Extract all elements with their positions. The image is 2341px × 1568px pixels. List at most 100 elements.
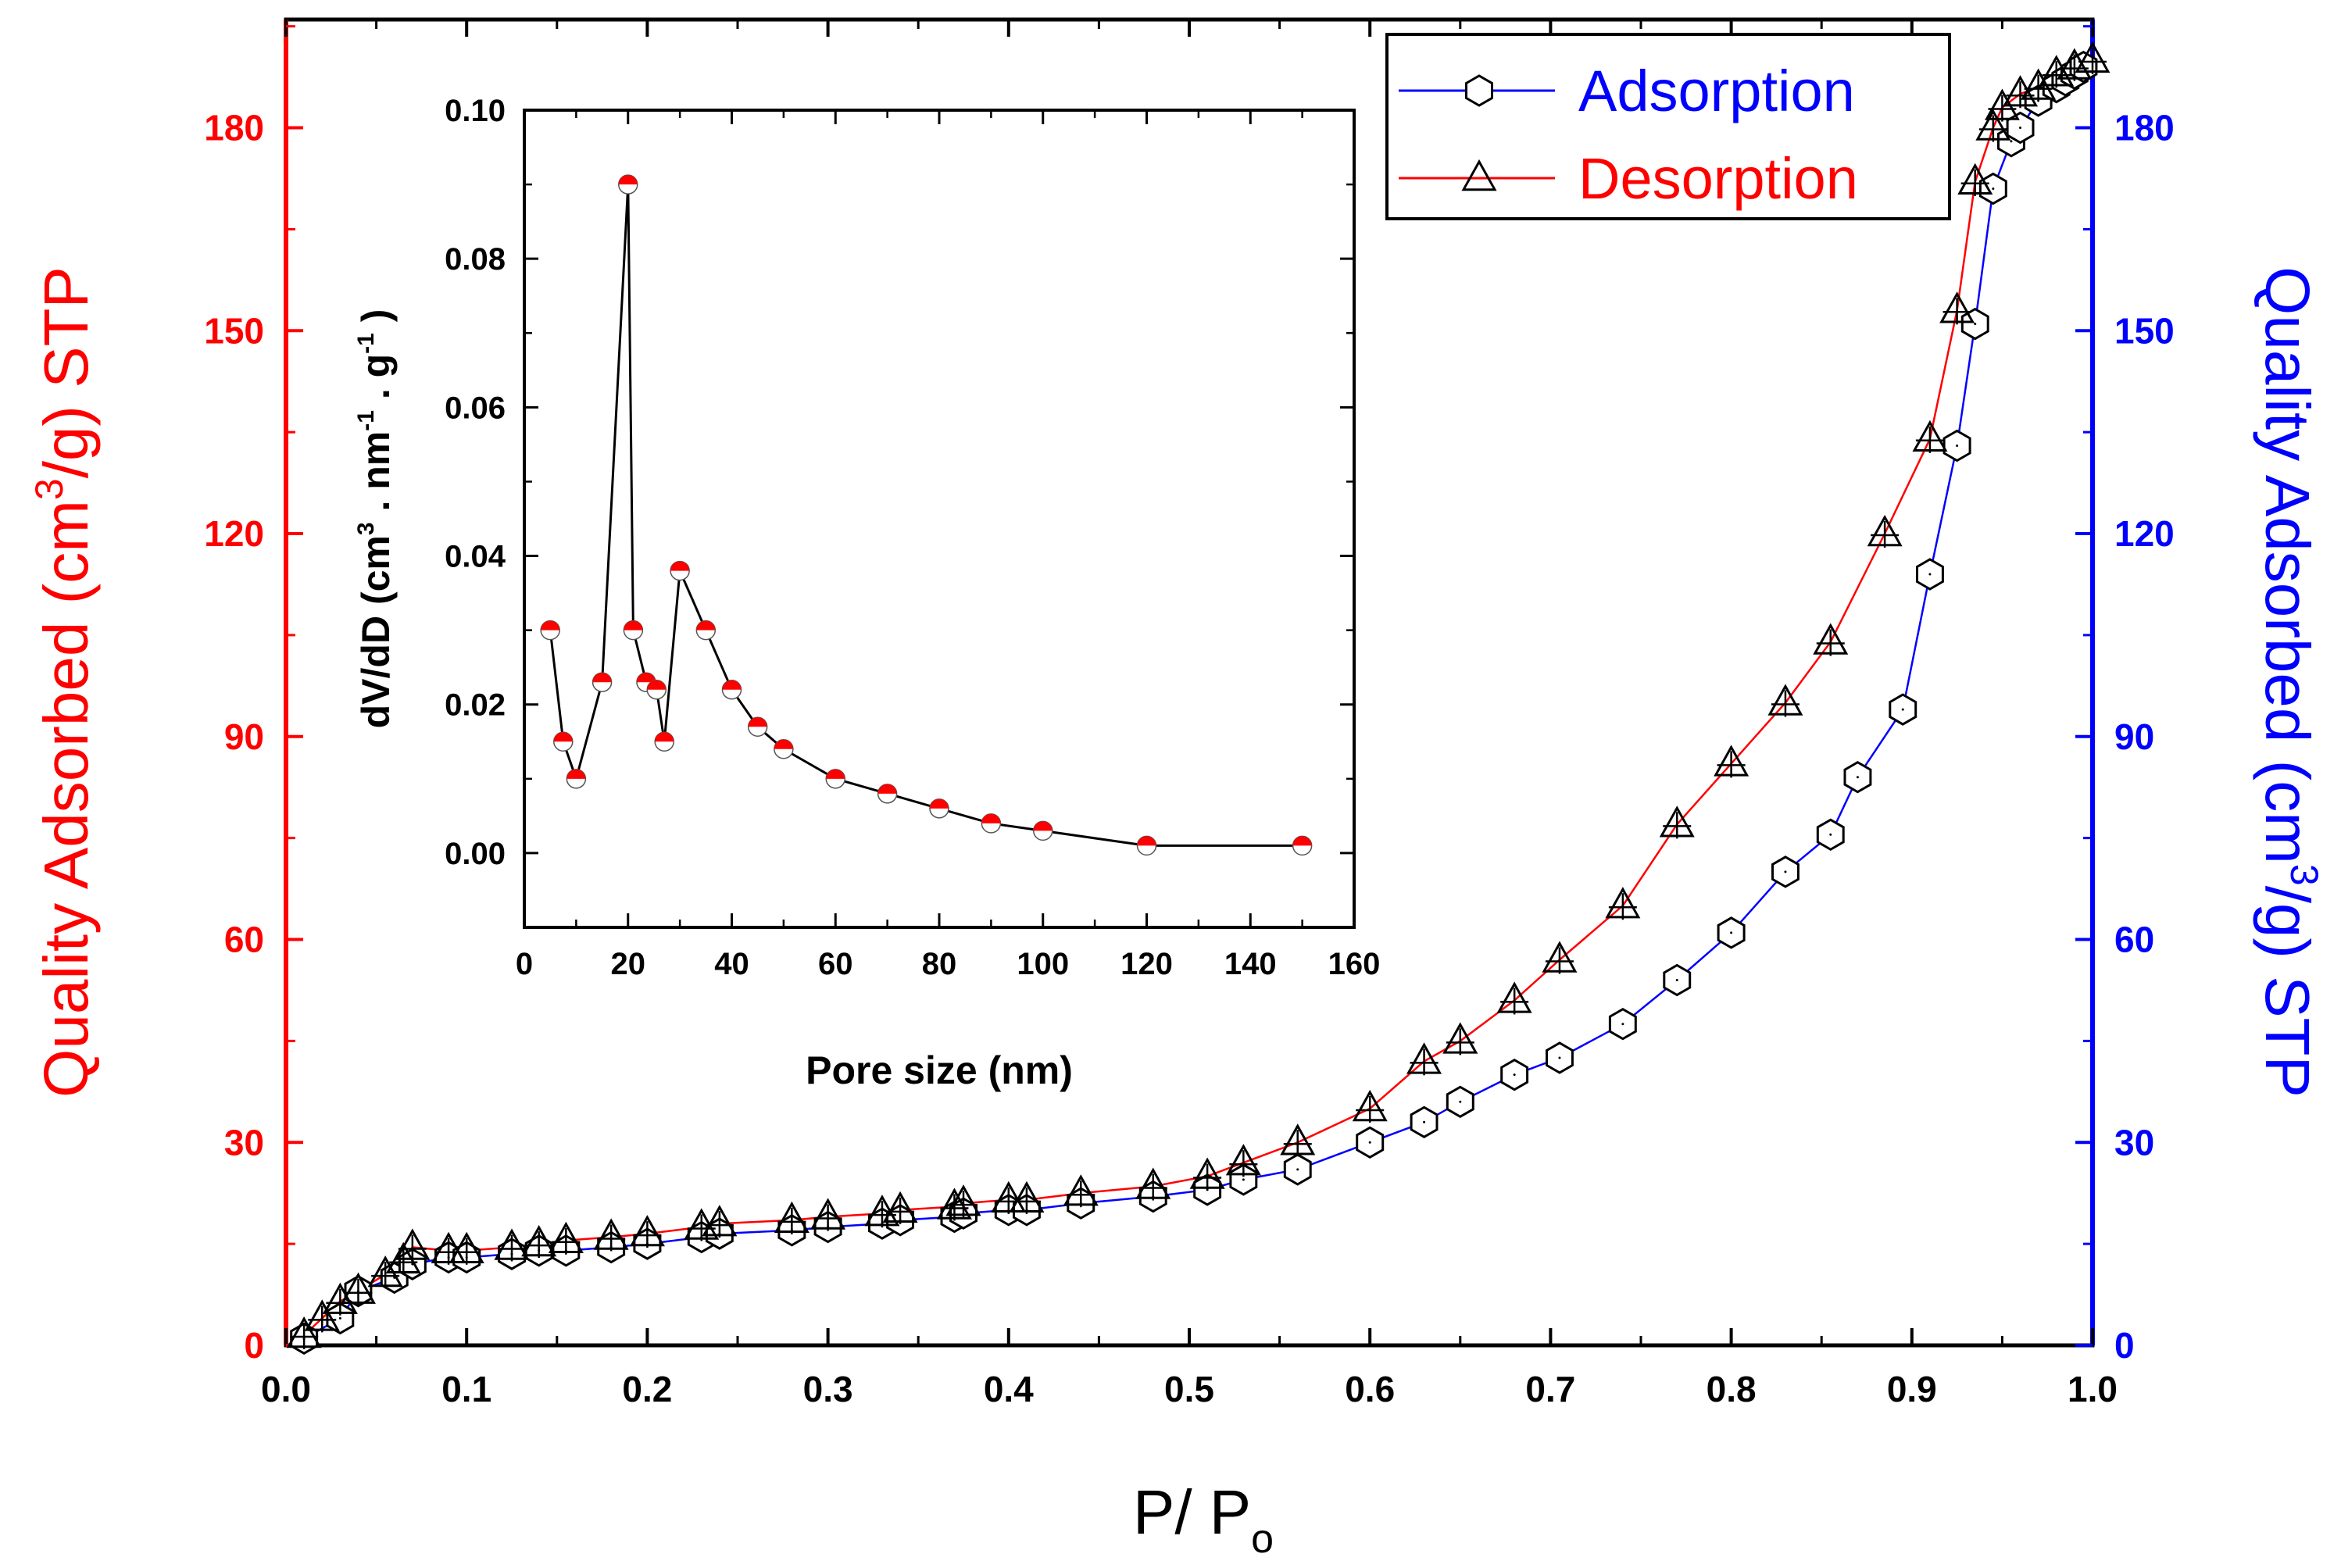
inset-point-fill (566, 769, 586, 779)
adsorption-point-dot (1675, 978, 1678, 981)
inset-x-tick-label: 120 (1120, 947, 1173, 981)
adsorption-point-dot (1423, 1120, 1426, 1123)
x-tick-label: 0.4 (984, 1369, 1034, 1409)
adsorption-point-dot (1296, 1168, 1299, 1171)
right-y-tick-label: 60 (2114, 920, 2154, 960)
right-y-tick-label: 30 (2114, 1122, 2154, 1163)
inset-point-fill (655, 732, 674, 742)
inset-point-fill (670, 561, 690, 571)
inset-point-fill (647, 680, 667, 690)
inset-point-fill (877, 784, 897, 794)
legend-box (1385, 33, 1951, 220)
adsorption-point-dot (1992, 187, 1995, 190)
x-tick-label: 0.5 (1164, 1369, 1214, 1409)
right-y-tick-label: 0 (2114, 1325, 2135, 1366)
adsorption-point-dot (1730, 931, 1733, 934)
inset-point-fill (981, 813, 1001, 823)
left-y-tick-label: 180 (204, 108, 264, 148)
adsorption-point-dot (1784, 870, 1787, 873)
inset-x-axis-title: Pore size (nm) (806, 1048, 1073, 1092)
inset-point-fill (930, 798, 949, 809)
right-y-tick-label: 150 (2114, 310, 2175, 351)
inset-point-fill (1137, 836, 1156, 846)
inset-x-tick-label: 160 (1328, 947, 1381, 981)
inset-ticks: 0 20 40 60 80 100 120 140 160 0.00 0.02 0.04 0.06 0.0… (445, 94, 1380, 981)
inset-point-fill (618, 175, 638, 185)
inset-y-tick-label: 0.02 (445, 688, 506, 723)
right-y-tick-label: 120 (2114, 513, 2175, 554)
x-tick-label: 0.9 (1887, 1369, 1937, 1409)
legend-desorption-marker (1461, 159, 1497, 191)
x-tick-label: 0.8 (1707, 1369, 1757, 1409)
right-y-axis-title: Quality Adsorbed (cm3/g) STP (2253, 266, 2326, 1098)
adsorption-point-dot (1242, 1178, 1245, 1181)
adsorption-point-dot (1368, 1141, 1371, 1144)
inset-point-fill (1292, 836, 1312, 846)
adsorption-point-dot (1829, 833, 1832, 836)
x-tick-label: 0.6 (1345, 1369, 1395, 1409)
left-y-tick-label: 60 (224, 920, 264, 960)
inset-x-tick-label: 20 (611, 947, 646, 981)
x-tick-label: 0.2 (622, 1369, 672, 1409)
inset-point-fill (553, 732, 573, 742)
inset-markers (540, 174, 1313, 856)
inset-x-tick-label: 0 (516, 947, 533, 981)
adsorption-point-dot (1459, 1100, 1462, 1103)
inset-x-tick-label: 40 (714, 947, 749, 981)
inset-point-fill (826, 769, 845, 779)
inset-y-tick-label: 0.08 (445, 242, 506, 277)
inset-point-fill (722, 680, 742, 690)
left-y-axis-title: Quality Adsorbed (cm3/g) STP (27, 266, 101, 1098)
inset-x-tick-label: 80 (922, 947, 957, 981)
inset-point-fill (1033, 821, 1053, 831)
inset-x-tick-label: 140 (1224, 947, 1277, 981)
adsorption-point-dot (1956, 444, 1959, 447)
adsorption-point-dot (1513, 1073, 1516, 1077)
x-tick-label: 1.0 (2068, 1369, 2118, 1409)
inset-y-tick-label: 0.00 (445, 837, 506, 871)
inset-point-fill (748, 717, 767, 727)
left-y-tick-label: 0 (244, 1325, 264, 1366)
adsorption-point-dot (1558, 1056, 1561, 1059)
left-y-tick-label: 90 (224, 716, 264, 757)
inset-point-fill (696, 620, 716, 630)
legend: Adsorption Desorption (1385, 33, 1951, 220)
main-ticks: 0.0 0.1 0.2 0.3 0.4 0.5 0.6 0.7 0.8 0.9 1.00 030 306… (204, 20, 2175, 1409)
inset-y-tick-label: 0.10 (445, 94, 506, 128)
x-tick-label: 0.1 (441, 1369, 491, 1409)
adsorption-point-dot (2019, 127, 2022, 130)
adsorption-point-dot (2010, 140, 2013, 143)
legend-adsorption-marker (1465, 74, 1493, 107)
right-y-tick-label: 90 (2114, 716, 2154, 757)
x-axis-title: P/ Po (1133, 1477, 1274, 1562)
inset-x-tick-label: 100 (1017, 947, 1069, 981)
legend-adsorption-label: Adsorption (1578, 59, 1855, 123)
inset-point-fill (624, 620, 643, 630)
adsorption-point-dot (1856, 776, 1859, 779)
adsorption-point-dot (1928, 573, 1932, 576)
series-markers (286, 41, 2110, 1355)
inset-y-tick-label: 0.04 (445, 540, 506, 574)
right-y-tick-label: 180 (2114, 108, 2175, 148)
adsorption-point-dot (1621, 1023, 1624, 1026)
inset-y-tick-label: 0.06 (445, 391, 506, 425)
inset-y-axis-title: dV/dD (cm3 . nm-1 . g-1 ) (353, 309, 398, 729)
inset-point-fill (592, 673, 612, 683)
left-y-tick-label: 30 (224, 1122, 264, 1163)
adsorption-point-dot (338, 1316, 341, 1320)
inset-plot-background (523, 109, 1356, 929)
left-y-tick-label: 120 (204, 513, 264, 554)
x-tick-label: 0.7 (1525, 1369, 1575, 1409)
inset-point-fill (636, 673, 656, 683)
x-tick-label: 0.3 (803, 1369, 853, 1409)
inset-chart: 0 20 40 60 80 100 120 140 160 0.00 0.02 0.04 0.06 0.0… (353, 94, 1380, 1092)
legend-desorption-label: Desorption (1578, 146, 1858, 211)
inset-point-fill (541, 620, 560, 630)
adsorption-point-dot (1901, 708, 1904, 711)
inset-point-fill (774, 739, 793, 749)
x-tick-label: 0.0 (261, 1369, 311, 1409)
left-y-tick-label: 150 (204, 310, 264, 351)
inset-x-tick-label: 60 (818, 947, 853, 981)
adsorption-point-dot (1974, 323, 1977, 326)
